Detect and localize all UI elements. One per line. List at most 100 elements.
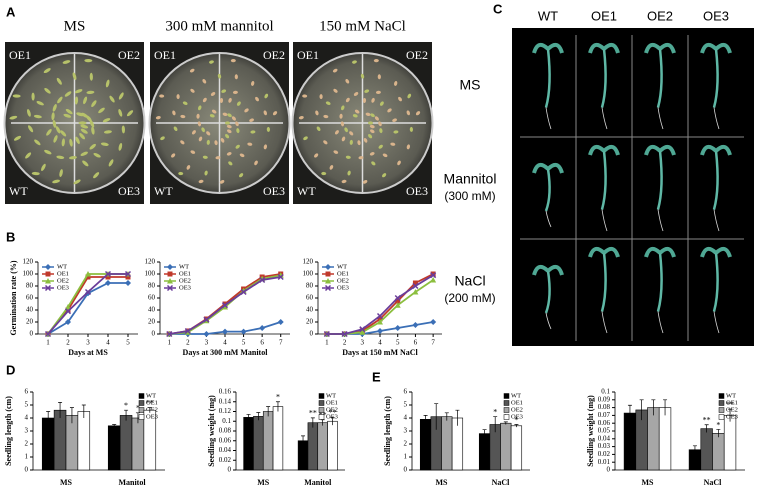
marker [104, 270, 112, 278]
seedling [345, 97, 350, 103]
y-tick-label: 0 [310, 330, 314, 338]
cotyledon [588, 42, 606, 54]
y-tick-label: 0 [607, 466, 611, 474]
bar [723, 415, 737, 471]
column-label: OE2 [647, 8, 673, 23]
seedling [121, 125, 125, 134]
seedling [57, 96, 63, 104]
seedling-root [713, 107, 720, 130]
x-tick-label: 5 [126, 339, 130, 347]
x-tick-label: 1 [325, 339, 329, 347]
cotyledon [658, 144, 676, 156]
marker [65, 304, 71, 310]
error-bar [493, 416, 498, 433]
seedling [341, 136, 346, 142]
y-tick-label: 40 [306, 306, 314, 314]
chart: 0 20 40 60 80 100 120 1 2 3 4 5 6 7 Days at 300 mM Man… [145, 258, 290, 357]
seedling [51, 112, 55, 121]
seedling [211, 109, 217, 114]
cotyledon [546, 162, 564, 174]
legend-label: WT [326, 392, 336, 399]
significance: * [716, 420, 720, 429]
seedling [73, 179, 81, 185]
seedling [118, 109, 123, 117]
marker [203, 316, 210, 323]
seedling [379, 101, 384, 106]
seedling [226, 124, 232, 129]
panel-letter: E [372, 369, 381, 384]
error-bar [301, 435, 306, 446]
seedling [232, 90, 238, 95]
error-bar [266, 406, 271, 417]
seedling [406, 110, 411, 116]
error-bar [275, 401, 280, 412]
seedling [228, 161, 233, 166]
seedling [341, 105, 345, 111]
seedling [13, 135, 22, 141]
seedling [235, 121, 239, 127]
axes [159, 262, 290, 335]
seedling [390, 142, 396, 146]
column-label: WT [538, 8, 558, 23]
cotyledon [658, 42, 676, 54]
legend-swatch [718, 407, 725, 413]
seedling [374, 116, 379, 121]
seedling [102, 118, 111, 123]
quadrant-label: OE3 [118, 184, 140, 198]
significance: ** [703, 416, 711, 425]
error-bar [663, 399, 668, 416]
seedling-stem [600, 48, 607, 108]
legend-swatch [718, 393, 725, 399]
x-tick-label: 4 [223, 339, 227, 347]
cotyledon [700, 144, 718, 156]
panel-letter: D [6, 362, 15, 377]
legend-label: OE2 [726, 406, 738, 413]
error-bar [330, 417, 335, 426]
seedling [100, 142, 109, 146]
seedling [344, 127, 348, 133]
seedling [358, 156, 364, 160]
seedling [227, 113, 232, 118]
seedling [375, 90, 381, 95]
marker [85, 274, 91, 280]
y-tick-label: 0.03 [598, 442, 611, 450]
x-tick-label: NaCl [492, 478, 511, 487]
bar [53, 409, 67, 471]
seedling-stem [712, 252, 719, 312]
seedling-root [545, 312, 552, 330]
seedling [209, 114, 215, 118]
marker [167, 264, 173, 270]
marker [240, 288, 247, 296]
seedling [219, 179, 225, 184]
legend-label: OE1 [179, 270, 191, 277]
marker [221, 302, 229, 309]
seedling [31, 171, 40, 176]
marker [64, 308, 72, 315]
seedling [369, 124, 375, 129]
seedling [178, 171, 184, 176]
y-tick-label: 6 [25, 388, 29, 396]
seedling [362, 179, 368, 184]
chart: 0 20 40 60 80 100 120 Germination rate (%) 1 2 3 4 5… [9, 258, 138, 357]
seedling [109, 95, 115, 103]
seedling [370, 129, 375, 134]
y-tick-label: 60 [306, 294, 314, 302]
error-bar [455, 409, 460, 426]
x-tick-label: 6 [260, 339, 264, 347]
x-axis-label: Days at MS [68, 348, 108, 357]
quadrant-label: WT [297, 184, 316, 198]
seedling [89, 72, 93, 81]
seedling [74, 89, 83, 94]
y-tick-label: 0.14 [219, 397, 232, 405]
seedling [364, 89, 370, 93]
seedling-root [657, 107, 664, 130]
cotyledon [546, 264, 564, 276]
y-tick-label: 3 [25, 427, 29, 435]
marker [222, 304, 228, 310]
legend-swatch [318, 414, 325, 420]
marker [395, 298, 401, 304]
marker [430, 277, 437, 283]
cotyledon [602, 144, 620, 156]
y-tick-label: 40 [148, 306, 156, 314]
marker [203, 331, 210, 337]
